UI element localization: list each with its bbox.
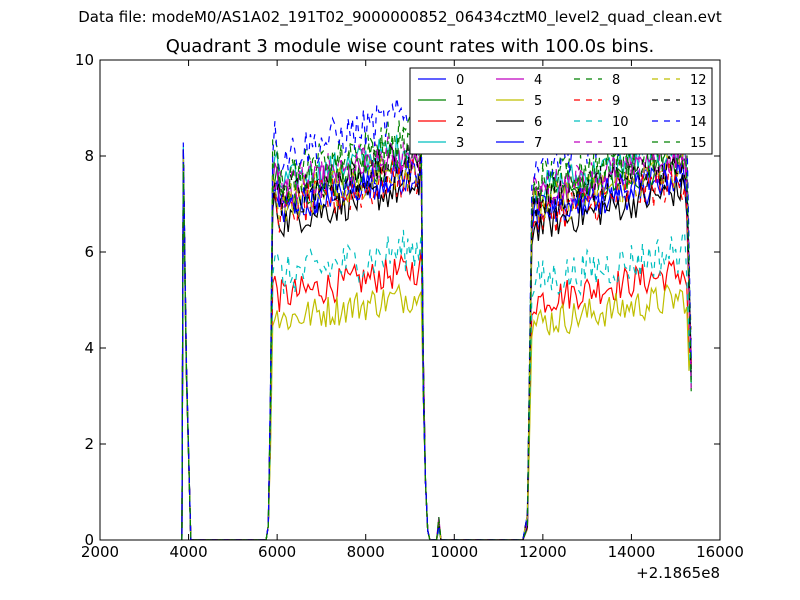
series-line-1 (181, 144, 692, 540)
y-tick-label: 10 (75, 51, 94, 69)
legend-label-12: 12 (690, 73, 707, 88)
legend-label-6: 6 (534, 115, 542, 130)
x-tick-label: 4000 (169, 543, 207, 561)
legend-label-8: 8 (612, 73, 620, 88)
series-line-4 (181, 141, 692, 540)
axes: 2000 4000 6000 8000 10000 12000 14000 16000 0 2 4 6… (75, 51, 744, 582)
x-tick-label: 12000 (519, 543, 567, 561)
series-line-12 (181, 141, 692, 540)
series-line-0 (181, 139, 692, 540)
legend-label-4: 4 (534, 73, 542, 88)
y-tick-label: 6 (84, 243, 94, 261)
x-tick-label: 2000 (81, 543, 119, 561)
data-file-title: Data file: modeM0/AS1A02_191T02_90000008… (78, 8, 722, 26)
legend-label-3: 3 (456, 136, 464, 151)
legend-label-1: 1 (456, 94, 464, 109)
x-tick-label: 8000 (347, 543, 385, 561)
y-tick-label: 2 (84, 435, 94, 453)
legend-label-11: 11 (612, 136, 629, 151)
x-tick-label: 16000 (696, 543, 744, 561)
x-offset-label: +2.1865e8 (636, 564, 720, 582)
series-line-7 (181, 149, 692, 540)
y-tick-label: 4 (84, 339, 94, 357)
series-line-2 (181, 149, 692, 540)
y-tick-label: 0 (84, 531, 94, 549)
legend-label-2: 2 (456, 115, 464, 130)
legend-label-7: 7 (534, 136, 542, 151)
x-tick-label: 6000 (258, 543, 296, 561)
x-tick-label: 10000 (430, 543, 478, 561)
y-tick-label: 8 (84, 147, 94, 165)
legend-label-0: 0 (456, 73, 464, 88)
series-line-6 (181, 143, 692, 540)
legend-label-9: 9 (612, 94, 620, 109)
x-tick-label: 14000 (608, 543, 656, 561)
legend-label-5: 5 (534, 94, 542, 109)
series-line-9 (181, 148, 692, 540)
legend-label-13: 13 (690, 94, 707, 109)
legend-label-10: 10 (612, 115, 629, 130)
series-line-5 (181, 170, 692, 540)
plot-frame (99, 59, 721, 541)
legend-box (409, 67, 713, 155)
series-line-13 (181, 142, 692, 540)
series-line-10 (181, 171, 692, 540)
legend-label-15: 15 (690, 136, 707, 151)
legend-label-14: 14 (690, 115, 707, 130)
chart-title: Quadrant 3 module wise count rates with … (165, 36, 655, 57)
series-lines (181, 97, 692, 540)
